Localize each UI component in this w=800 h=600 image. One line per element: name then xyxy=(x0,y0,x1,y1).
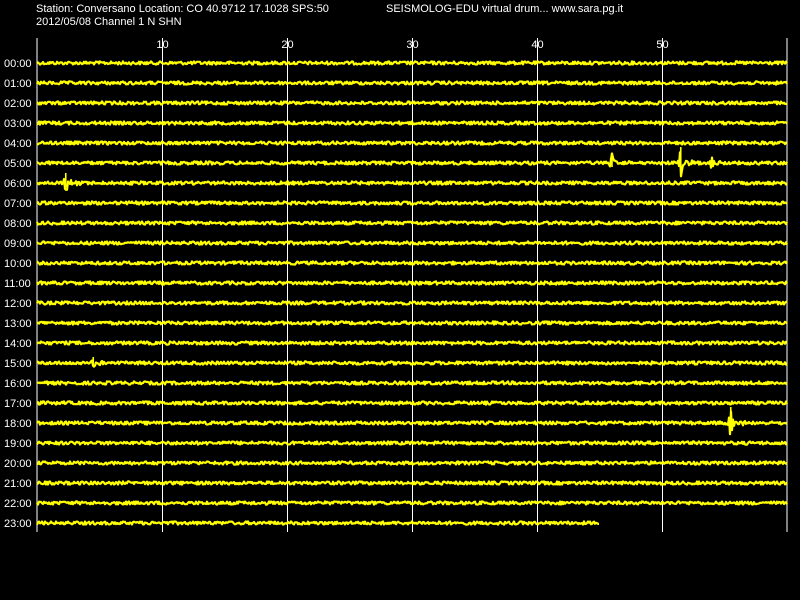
date-channel-info: 2012/05/08 Channel 1 N SHN xyxy=(36,16,182,28)
x-tick-label: 30 xyxy=(406,39,418,51)
hour-label: 01:00 xyxy=(4,78,32,90)
trace-13-00 xyxy=(36,320,788,326)
trace-04-00 xyxy=(36,140,788,146)
hour-label: 08:00 xyxy=(4,218,32,230)
hour-label: 15:00 xyxy=(4,358,32,370)
hour-label: 16:00 xyxy=(4,378,32,390)
x-tick-label: 10 xyxy=(156,39,168,51)
trace-16-00 xyxy=(36,380,788,386)
hour-label: 11:00 xyxy=(4,278,31,290)
trace-11-00 xyxy=(36,280,788,286)
hour-label: 13:00 xyxy=(4,318,32,330)
hour-label: 17:00 xyxy=(4,398,32,410)
trace-23-00 xyxy=(36,520,600,526)
trace-00-00 xyxy=(36,60,788,66)
hour-label: 10:00 xyxy=(4,258,32,270)
hour-label: 21:00 xyxy=(4,478,32,490)
trace-06-00 xyxy=(36,177,788,191)
trace-05-00 xyxy=(36,151,788,178)
hour-label: 23:00 xyxy=(4,518,32,530)
trace-03-00 xyxy=(36,120,788,126)
trace-10-00 xyxy=(36,260,788,266)
trace-15-00 xyxy=(36,359,788,368)
trace-20-00 xyxy=(36,460,788,466)
trace-12-00 xyxy=(36,300,788,306)
trace-18-00 xyxy=(36,410,788,436)
hour-label: 18:00 xyxy=(4,418,32,430)
hour-label: 14:00 xyxy=(4,338,32,350)
hour-label: 04:00 xyxy=(4,138,32,150)
x-tick-label: 20 xyxy=(281,39,293,51)
hour-label: 22:00 xyxy=(4,498,32,510)
trace-17-00 xyxy=(36,400,789,406)
hour-label: 05:00 xyxy=(4,158,32,170)
grid-layer xyxy=(36,38,788,532)
hour-label: 12:00 xyxy=(4,298,32,310)
program-title: SEISMOLOG-EDU virtual drum... www.sara.p… xyxy=(386,3,624,15)
x-tick-label: 50 xyxy=(656,39,668,51)
trace-08-00 xyxy=(35,220,788,226)
trace-02-00 xyxy=(36,100,788,106)
trace-19-00 xyxy=(36,440,788,446)
hour-label: 02:00 xyxy=(4,98,32,110)
hour-label: 09:00 xyxy=(4,238,32,250)
station-info: Station: Conversano Location: CO 40.9712… xyxy=(36,3,329,15)
x-tick-label: 40 xyxy=(531,39,543,51)
trace-21-00 xyxy=(36,480,788,486)
trace-07-00 xyxy=(36,200,788,206)
hour-label: 20:00 xyxy=(4,458,32,470)
trace-01-00 xyxy=(36,80,788,86)
hour-label: 00:00 xyxy=(4,58,32,70)
hour-label: 06:00 xyxy=(4,178,32,190)
hour-label: 07:00 xyxy=(4,198,32,210)
hour-label: 19:00 xyxy=(4,438,32,450)
trace-09-00 xyxy=(36,240,789,246)
trace-22-00 xyxy=(36,500,788,506)
trace-layer xyxy=(35,60,789,526)
trace-14-00 xyxy=(36,340,788,346)
label-layer: 10 20 30 40 50 00:00 01:00 02:00 03:00 04:00 05:00… xyxy=(4,39,669,530)
hour-label: 03:00 xyxy=(4,118,32,130)
